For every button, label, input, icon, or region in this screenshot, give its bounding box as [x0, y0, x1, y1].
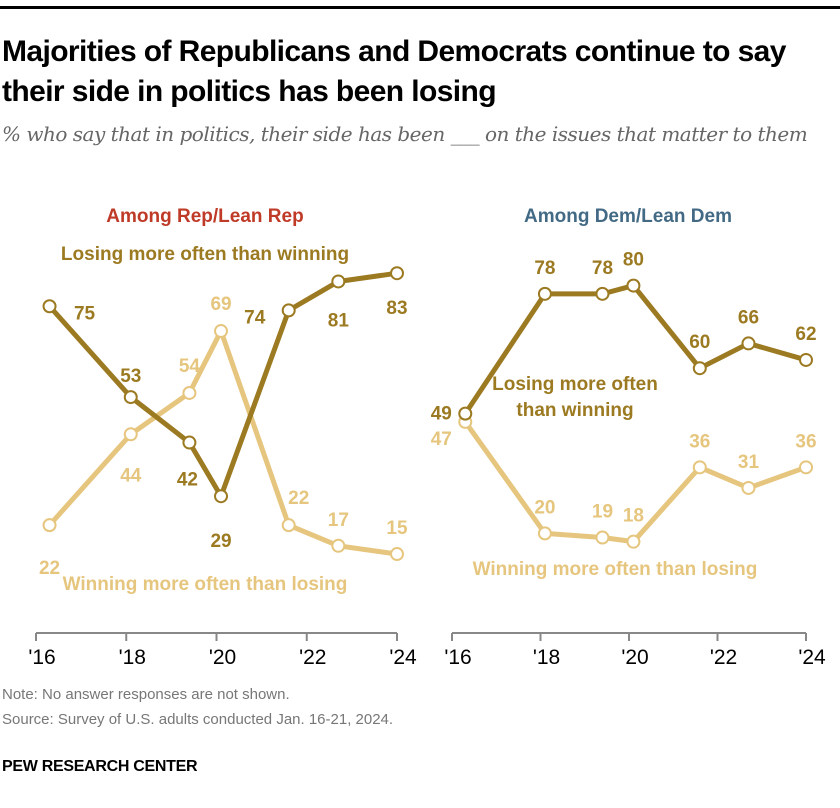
data-label: 54 — [179, 356, 201, 377]
data-point — [595, 286, 610, 301]
data-label: 44 — [120, 465, 142, 486]
data-label: 20 — [534, 497, 555, 518]
data-label: 78 — [592, 258, 613, 279]
series-label-losing: Losing more often than winning — [492, 374, 658, 421]
data-point — [42, 299, 57, 314]
data-label: 66 — [738, 307, 759, 328]
data-point — [741, 480, 756, 495]
data-point — [626, 278, 641, 293]
note: Note: No answer responses are not shown. — [2, 686, 290, 703]
data-label: 19 — [592, 502, 613, 523]
series-label-winning: Winning more often than losing — [63, 574, 348, 595]
data-label: 31 — [738, 452, 760, 473]
x-tick-label: '24 — [389, 646, 417, 669]
data-point — [537, 286, 552, 301]
data-point — [331, 538, 346, 553]
data-label: 22 — [288, 488, 309, 509]
x-tick-label: '22 — [710, 646, 737, 669]
data-label: 36 — [689, 431, 710, 452]
data-label: 81 — [328, 310, 350, 331]
data-point — [692, 361, 707, 376]
chart-title: Majorities of Republicans and Democrats … — [2, 35, 786, 108]
data-point — [214, 489, 229, 504]
data-label: 42 — [177, 470, 198, 491]
x-tick-label: '20 — [209, 646, 236, 669]
data-label: 36 — [795, 431, 816, 452]
series-label-line: than winning — [516, 400, 633, 421]
data-point — [537, 526, 552, 541]
x-tick-label: '22 — [299, 646, 326, 669]
data-label: 62 — [795, 324, 816, 345]
x-tick-label: '18 — [119, 646, 146, 669]
source: Source: Survey of U.S. adults conducted … — [2, 711, 394, 728]
data-point — [692, 460, 707, 475]
data-label: 80 — [623, 250, 644, 271]
data-point — [626, 534, 641, 549]
data-label: 53 — [120, 366, 141, 387]
panel-dem: Among Dem/Lean Dem '16 '18 '20 '22 '24 47 20 19 1… — [431, 206, 826, 669]
data-point — [331, 274, 346, 289]
data-point — [214, 324, 229, 339]
series-label-losing: Losing more often than winning — [61, 244, 349, 265]
x-tick-label: '16 — [28, 646, 55, 669]
data-label: 49 — [431, 404, 452, 425]
data-point — [799, 460, 813, 475]
data-label: 74 — [244, 307, 266, 328]
chart-subtitle: % who say that in politics, their side h… — [2, 122, 808, 146]
data-label: 69 — [210, 294, 231, 315]
data-label: 60 — [689, 332, 710, 353]
data-point — [123, 427, 138, 442]
x-tick-label: '24 — [798, 646, 826, 669]
data-label: 15 — [386, 518, 408, 539]
data-point — [123, 390, 138, 405]
panel-title: Among Dem/Lean Dem — [524, 206, 732, 227]
data-point — [42, 518, 57, 533]
data-label: 22 — [39, 558, 60, 579]
x-tick-label: '16 — [444, 646, 471, 669]
x-tick-label: '20 — [621, 646, 648, 669]
data-point — [595, 530, 610, 545]
brand-logo-text: PEW RESEARCH CENTER — [2, 758, 198, 775]
data-label: 29 — [210, 531, 231, 552]
data-label: 75 — [74, 303, 96, 324]
x-tick-label: '18 — [533, 646, 560, 669]
series-label-line: Losing more often — [492, 374, 658, 395]
data-point — [281, 518, 296, 533]
data-point — [458, 406, 473, 421]
data-point — [182, 385, 197, 400]
data-point — [741, 336, 756, 351]
data-point — [390, 266, 404, 281]
data-label: 17 — [328, 510, 349, 531]
data-point — [390, 547, 404, 562]
panel-rep: Among Rep/Lean Rep '16 '18 '20 '22 '24 22 44 54 6… — [28, 206, 417, 669]
panel-title: Among Rep/Lean Rep — [106, 206, 303, 227]
data-label: 78 — [534, 258, 555, 279]
data-point — [799, 352, 813, 367]
data-label: 18 — [623, 506, 644, 527]
series-label-winning: Winning more often than losing — [473, 559, 758, 580]
data-label: 47 — [431, 429, 452, 450]
data-label: 83 — [386, 298, 407, 319]
data-point — [182, 435, 197, 450]
data-point — [281, 303, 296, 318]
top-rule — [0, 6, 840, 9]
